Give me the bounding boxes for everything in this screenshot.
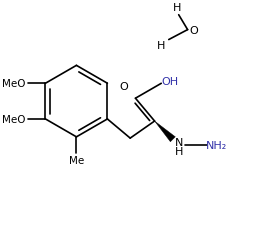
- Text: H: H: [157, 41, 165, 51]
- Polygon shape: [155, 122, 175, 142]
- Text: Me: Me: [69, 155, 84, 165]
- Text: MeO: MeO: [2, 79, 25, 89]
- Text: MeO: MeO: [2, 114, 25, 124]
- Text: H: H: [173, 3, 181, 13]
- Text: N: N: [175, 138, 183, 148]
- Text: O: O: [189, 25, 198, 35]
- Text: O: O: [119, 82, 128, 92]
- Text: OH: OH: [162, 77, 179, 87]
- Text: H: H: [175, 147, 183, 156]
- Text: NH₂: NH₂: [206, 141, 227, 151]
